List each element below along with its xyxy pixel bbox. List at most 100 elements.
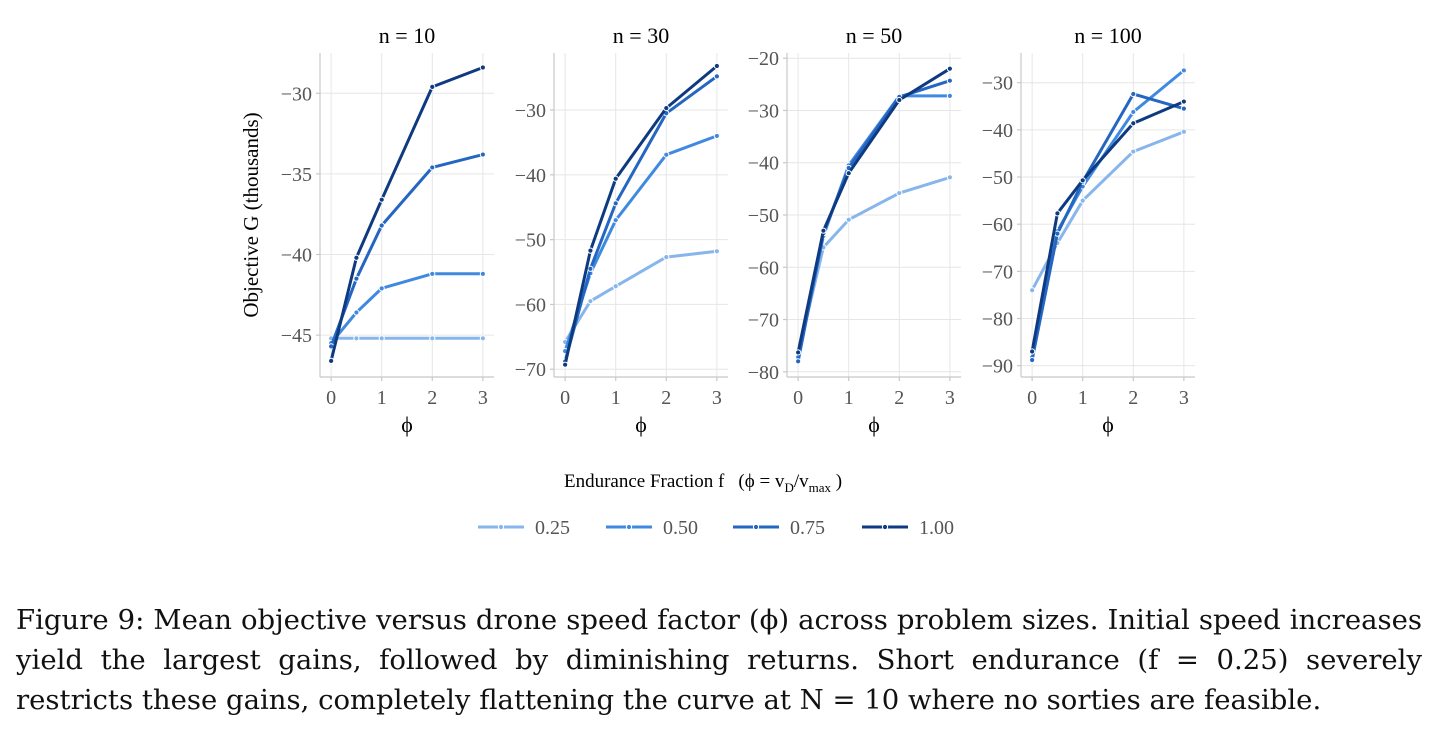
data-point (663, 151, 670, 158)
panel-4: −90 −80 −70 −60 −50 −40 −30 0 1 2 3 n = 100 ϕ (982, 23, 1195, 437)
data-point (1029, 287, 1036, 294)
legend-item-0.25: 0.25 (478, 517, 570, 539)
legend-swatch-point (881, 523, 889, 531)
data-point (713, 132, 720, 140)
data-point (612, 217, 619, 224)
y-tick-label: −80 (982, 309, 1013, 331)
y-tick-label: −60 (515, 294, 546, 316)
x-tick-label: 2 (894, 387, 904, 409)
data-point (1130, 108, 1137, 116)
x-tick-label: 1 (377, 387, 387, 409)
y-tick-label: −45 (281, 325, 312, 347)
y-tick-label: −60 (748, 257, 779, 279)
legend-item-0.50: 0.50 (606, 517, 698, 539)
data-point (1180, 105, 1187, 112)
figure: Objective G (thousands) −45 −40 −35 −30 0 1 2 3… (239, 23, 1195, 539)
data-point (1130, 148, 1137, 155)
data-point (612, 200, 619, 207)
data-point (946, 77, 953, 84)
data-point (663, 254, 670, 261)
panel-1: −45 −40 −35 −30 0 1 2 3 n = 10 ϕ (281, 23, 494, 437)
legend-label: 0.50 (663, 517, 698, 539)
y-tick-label: −40 (515, 165, 546, 187)
panel-3: −80 −70 −60 −50 −40 −30 −20 0 1 2 3 n = 50 ϕ (748, 23, 961, 437)
data-point (378, 285, 385, 292)
legend-title: Endurance Fraction f (ϕ = vD/vmax ) (564, 471, 842, 495)
x-tick-label: 1 (1078, 387, 1088, 409)
legend-label: 0.75 (790, 517, 825, 539)
x-tick-label: 2 (427, 387, 437, 409)
data-point (946, 92, 953, 99)
legend-items: 0.25 0.50 0.75 1.00 (478, 517, 954, 539)
y-axis-label: Objective G (thousands) (239, 112, 263, 317)
y-tick-label: −70 (515, 359, 546, 381)
panel-title: n = 30 (613, 23, 669, 48)
legend-item-1.00: 1.00 (862, 517, 954, 539)
data-point (353, 309, 360, 316)
data-point (795, 358, 802, 365)
data-point (479, 151, 486, 158)
y-tick-label: −90 (982, 356, 1013, 378)
data-point (612, 283, 619, 290)
data-point (429, 164, 436, 171)
y-tick-label: −30 (982, 73, 1013, 95)
data-point (1130, 90, 1137, 98)
data-point (1180, 67, 1187, 74)
x-tick-label: 1 (611, 387, 621, 409)
y-tick-label: −70 (748, 310, 779, 332)
x-tick-label: 3 (945, 387, 955, 409)
data-point (353, 335, 360, 342)
data-point (946, 174, 953, 181)
data-point (946, 65, 953, 72)
y-tick-label: −80 (748, 362, 779, 384)
legend-label: 1.00 (919, 517, 954, 539)
x-tick-label: 2 (1128, 387, 1138, 409)
series-line-0.25 (1030, 130, 1186, 292)
x-tick-label: 0 (1027, 387, 1037, 409)
data-point (562, 361, 569, 368)
legend: Endurance Fraction f (ϕ = vD/vmax ) 0.25 0… (478, 471, 954, 539)
data-point (479, 270, 486, 277)
series-line-0.75 (563, 74, 719, 363)
x-tick-label: 0 (793, 387, 803, 409)
y-tick-label: −50 (515, 230, 546, 252)
panel-2: −70 −60 −50 −40 −30 0 1 2 3 n = 30 ϕ (515, 23, 728, 437)
data-point (1079, 177, 1086, 184)
x-tick-label: 3 (712, 387, 722, 409)
panel-title: n = 100 (1074, 23, 1141, 48)
data-point (378, 222, 385, 229)
data-point (845, 216, 852, 223)
data-point (1130, 120, 1137, 127)
y-tick-label: −30 (281, 83, 312, 105)
data-point (612, 175, 619, 182)
data-point (479, 64, 486, 71)
legend-label: 0.25 (535, 517, 570, 539)
y-tick-label: −30 (515, 100, 546, 122)
y-tick-label: −70 (982, 261, 1013, 283)
legend-swatch-point (625, 523, 633, 531)
y-tick-label: −50 (748, 205, 779, 227)
data-point (429, 335, 436, 342)
panel-title: n = 10 (379, 23, 435, 48)
x-tick-label: 0 (326, 387, 336, 409)
data-point (587, 298, 594, 305)
data-point (663, 104, 670, 112)
y-tick-label: −60 (982, 214, 1013, 236)
legend-item-0.75: 0.75 (733, 517, 825, 539)
data-point (1029, 348, 1036, 355)
y-tick-label: −40 (281, 244, 312, 266)
legend-swatch-point (752, 523, 760, 531)
y-tick-label: −30 (748, 100, 779, 122)
x-tick-label: 1 (844, 387, 854, 409)
x-tick-label: 3 (1179, 387, 1189, 409)
data-point (479, 335, 486, 342)
data-point (378, 335, 385, 342)
data-point (1054, 210, 1061, 217)
data-point (429, 270, 436, 277)
data-point (1180, 128, 1187, 135)
data-point (1029, 356, 1036, 364)
data-point (353, 275, 360, 282)
data-point (1054, 230, 1061, 237)
x-axis-label: ϕ (868, 412, 880, 437)
y-tick-label: −40 (748, 153, 779, 175)
